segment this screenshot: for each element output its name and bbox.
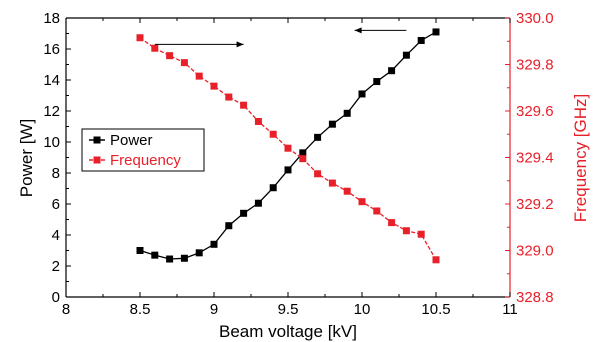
legend-power-label: Power bbox=[110, 132, 153, 149]
legend: Power Frequency bbox=[81, 128, 205, 172]
power-point bbox=[225, 222, 233, 230]
power-point bbox=[240, 209, 248, 217]
frequency-axis-arrowhead bbox=[236, 41, 244, 48]
frequency-point bbox=[358, 198, 366, 206]
power-point bbox=[402, 51, 410, 59]
frequency-point bbox=[314, 170, 322, 178]
x-tick-label: 10 bbox=[354, 301, 371, 318]
power-point bbox=[358, 90, 366, 98]
frequency-point bbox=[240, 101, 248, 109]
frequency-point bbox=[284, 144, 292, 152]
left-y-tick-label: 4 bbox=[52, 227, 60, 244]
power-point bbox=[328, 120, 336, 128]
frequency-point bbox=[373, 207, 381, 215]
power-point bbox=[417, 36, 425, 44]
left-y-tick-label: 14 bbox=[43, 72, 60, 89]
left-y-tick-label: 18 bbox=[43, 10, 60, 27]
left-y-tick-label: 10 bbox=[43, 134, 60, 151]
power-point bbox=[195, 249, 203, 257]
annotation-layer bbox=[154, 27, 407, 48]
power-point bbox=[180, 254, 188, 262]
left-y-tick-label: 12 bbox=[43, 103, 60, 120]
x-axis-title: Beam voltage [kV] bbox=[219, 322, 357, 341]
power-point bbox=[314, 133, 322, 141]
power-point bbox=[166, 255, 174, 263]
frequency-point bbox=[151, 44, 159, 52]
right-y-tick-label: 329.0 bbox=[516, 243, 554, 260]
x-tick-label: 9.5 bbox=[278, 301, 299, 318]
power-axis-arrowhead bbox=[354, 27, 362, 34]
frequency-point bbox=[402, 227, 410, 235]
left-y-axis: 0 2 4 6 8 10 12 14 16 18 bbox=[43, 10, 71, 306]
frequency-point bbox=[388, 219, 396, 227]
left-y-axis-title: Power [W] bbox=[17, 119, 36, 197]
frequency-point bbox=[254, 117, 262, 125]
frequency-point bbox=[269, 130, 277, 138]
right-y-tick-label: 330.0 bbox=[516, 10, 554, 27]
frequency-point bbox=[417, 230, 425, 238]
legend-power-marker bbox=[93, 136, 101, 144]
left-y-tick-label: 0 bbox=[52, 289, 60, 306]
right-y-axis: 328.8 329.0 329.2 329.4 329.6 329.8 330.0 bbox=[505, 10, 554, 306]
x-axis: 8 8.5 9 9.5 10 10.5 11 bbox=[62, 18, 518, 318]
power-point bbox=[343, 109, 351, 117]
frequency-point bbox=[210, 82, 218, 90]
frequency-point bbox=[343, 187, 351, 195]
frequency-point bbox=[299, 155, 307, 163]
power-point bbox=[136, 247, 144, 254]
left-y-tick-label: 2 bbox=[52, 258, 60, 275]
left-y-tick-label: 6 bbox=[52, 196, 60, 213]
frequency-point bbox=[225, 93, 233, 101]
x-tick-label: 10.5 bbox=[421, 301, 450, 318]
x-tick-label: 9 bbox=[210, 301, 218, 318]
power-point bbox=[432, 28, 440, 36]
series-layer bbox=[136, 28, 440, 264]
power-point bbox=[299, 149, 307, 157]
power-point bbox=[254, 199, 262, 207]
power-point bbox=[151, 251, 159, 259]
right-y-tick-label: 329.8 bbox=[516, 57, 554, 74]
x-tick-label: 11 bbox=[502, 301, 518, 318]
frequency-point bbox=[180, 59, 188, 67]
power-point bbox=[388, 67, 396, 75]
left-y-tick-label: 8 bbox=[52, 165, 60, 182]
right-y-tick-label: 328.8 bbox=[516, 289, 554, 306]
frequency-point bbox=[136, 34, 144, 42]
power-point bbox=[373, 78, 381, 86]
legend-frequency-label: Frequency bbox=[110, 152, 181, 169]
power-point bbox=[210, 240, 218, 248]
frequency-point bbox=[195, 72, 203, 80]
power-point bbox=[269, 184, 277, 192]
frequency-point bbox=[328, 179, 336, 187]
power-point bbox=[284, 166, 292, 174]
right-y-axis-title: Frequency [GHz] bbox=[571, 94, 590, 223]
right-y-tick-label: 329.2 bbox=[516, 196, 554, 213]
frequency-point bbox=[432, 256, 440, 264]
x-tick-label: 8 bbox=[62, 301, 70, 318]
legend-box bbox=[81, 128, 205, 172]
right-y-tick-label: 329.6 bbox=[516, 103, 554, 120]
x-tick-label: 8.5 bbox=[130, 301, 151, 318]
right-y-tick-label: 329.4 bbox=[516, 150, 554, 167]
frequency-point bbox=[166, 52, 174, 60]
legend-frequency-marker bbox=[93, 156, 101, 164]
left-y-tick-label: 16 bbox=[43, 41, 60, 58]
